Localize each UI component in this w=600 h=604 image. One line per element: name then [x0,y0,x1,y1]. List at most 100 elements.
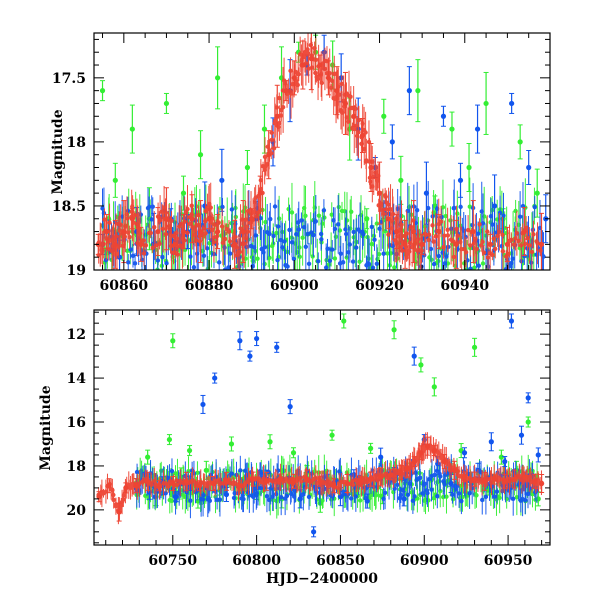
data-point [337,494,344,500]
cloud-point [511,242,517,247]
x-tick-label: 60880 [185,278,234,294]
data-point [237,483,243,489]
data-point [492,476,498,482]
cloud-point [201,253,207,258]
cloud-point [370,265,376,270]
data-point [526,164,532,171]
cloud-point [197,239,203,244]
cloud-point [386,232,391,237]
cloud-point [439,214,444,220]
data-point [308,56,314,62]
x-tick-label: 60900 [400,553,449,569]
cloud-point [451,254,457,260]
cloud-point [430,223,435,228]
cloud-point [299,479,304,484]
data-point [244,164,251,171]
cloud-point [352,126,357,132]
data-point [359,132,366,139]
cloud-point [435,494,440,499]
cloud-point [501,213,506,218]
cloud-point [275,257,280,263]
cloud-point [440,205,446,210]
cloud-point [438,488,443,494]
data-point [116,509,122,515]
cloud-point [222,236,228,242]
cloud-point [475,231,481,236]
cloud-point [350,482,356,488]
cloud-point [254,214,259,219]
cloud-point [231,495,237,501]
data-point [155,228,161,235]
data-point [304,476,310,482]
data-point [329,432,335,438]
cloud-point [150,204,155,209]
data-point [180,228,187,235]
cloud-point [357,259,362,264]
cloud-point [276,216,282,221]
data-point [104,228,110,235]
cloud-point [510,256,515,261]
x-tick-label: 60850 [316,553,365,569]
cloud-point [474,493,479,498]
data-point [214,228,221,235]
cloud-point [410,498,416,504]
cloud-point [303,244,309,250]
cloud-point [288,68,293,74]
bottom-xlabel: HJD−2400000 [266,571,378,587]
cloud-point [263,219,268,225]
data-point [210,480,216,487]
cloud-point [280,104,286,110]
data-point [401,496,407,502]
cloud-point [490,222,495,227]
data-point [228,441,235,447]
cloud-point [303,213,308,218]
data-point [156,483,162,489]
data-point [99,88,106,94]
cloud-point [343,231,349,237]
data-point [249,216,255,222]
data-point [471,344,478,350]
data-point [163,216,170,222]
data-point [183,478,189,484]
cloud-point [518,243,524,248]
cloud-point [273,491,279,497]
series-red-cloud [96,33,543,270]
data-point [474,126,481,132]
data-point [163,100,170,107]
cloud-point [381,211,386,217]
cloud-point [357,498,363,503]
data-point [250,476,256,482]
data-point [334,88,340,94]
cloud-point [529,249,535,255]
cloud-point [541,254,546,259]
data-point [364,216,370,222]
data-point [331,483,337,489]
x-tick-label: 60940 [440,278,489,294]
cloud-point [349,209,354,214]
cloud-point [169,468,175,474]
cloud-point [485,255,491,260]
cloud-point [211,240,217,245]
cloud-point [371,233,377,239]
data-point [482,478,488,484]
data-point [261,126,268,132]
cloud-point [155,258,161,263]
data-point [364,498,370,504]
data-point [170,480,176,487]
data-point [247,353,253,359]
cloud-point [113,504,119,509]
data-point [368,164,374,171]
data-point [411,228,417,235]
cloud-point [455,483,460,488]
data-point [274,113,280,119]
cloud-point [369,224,375,230]
y-tick-label: 18.5 [52,199,86,215]
cloud-point [125,230,131,235]
cloud-point [345,119,351,124]
cloud-point [262,245,267,250]
cloud-point [467,204,473,209]
data-point [393,228,400,235]
cloud-point [169,498,175,503]
cloud-point [488,214,494,219]
data-point [388,472,394,478]
